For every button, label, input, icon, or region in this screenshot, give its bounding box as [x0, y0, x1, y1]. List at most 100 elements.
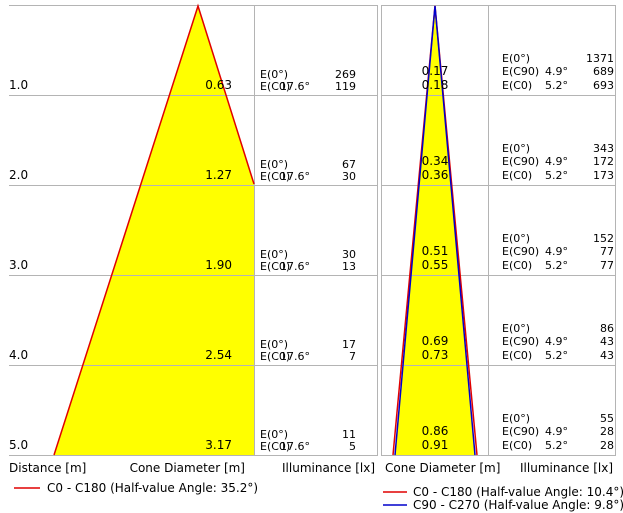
e-center-value: 343 — [593, 142, 614, 155]
e-center-label: E(0°) — [260, 338, 288, 351]
e-c90-label: E(C90) — [502, 65, 539, 78]
e-c90-label: E(C90) — [502, 245, 539, 258]
e-c0-label: E(C0) — [260, 440, 290, 453]
right-illuminance-header: Illuminance [lx] — [520, 461, 613, 475]
e-c90-label: E(C90) — [502, 335, 539, 348]
e-c90-angle: 4.9° — [545, 65, 568, 78]
e-c0-angle: 5.2° — [545, 349, 568, 362]
distance-label: 4.0 — [9, 348, 28, 362]
left-grid — [9, 5, 378, 456]
cone-diameter-c90-label: 0.86 — [422, 424, 449, 438]
e-c90-label: E(C90) — [502, 155, 539, 168]
legend-label-c0: C0 - C180 (Half-value Angle: 35.2°) — [47, 481, 258, 495]
e-center-value: 152 — [593, 232, 614, 245]
e-center-value: 11 — [342, 428, 356, 441]
cone-diameter-c90-label: 0.17 — [422, 64, 449, 78]
e-c0-angle: 5.2° — [545, 259, 568, 272]
e-c0-angle: 5.2° — [545, 79, 568, 92]
distance-label: 1.0 — [9, 78, 28, 92]
cone-diameter-c90-label: 0.51 — [422, 244, 449, 258]
cone-diameter-label: 1.90 — [205, 258, 232, 272]
e-center-label: E(0°) — [502, 322, 530, 335]
e-c0-label: E(C0) — [260, 80, 290, 93]
e-c0-value: 173 — [593, 169, 614, 182]
e-c90-value: 43 — [600, 335, 614, 348]
left-cone-fill — [54, 6, 254, 455]
e-c0-angle: 17.6° — [280, 80, 310, 93]
cone-diameter-c0-label: 0.91 — [422, 438, 449, 452]
e-c0-value: 7 — [349, 350, 356, 363]
e-c0-label: E(C0) — [260, 260, 290, 273]
e-c90-value: 28 — [600, 425, 614, 438]
e-center-label: E(0°) — [260, 158, 288, 171]
cone-diameter-label: 0.63 — [205, 78, 232, 92]
e-c0-label: E(C0) — [502, 79, 532, 92]
cone-diameter-c0-label: 0.73 — [422, 348, 449, 362]
e-center-value: 1371 — [586, 52, 614, 65]
e-center-label: E(0°) — [260, 68, 288, 81]
e-c90-angle: 4.9° — [545, 425, 568, 438]
e-center-value: 55 — [600, 412, 614, 425]
right-row-labels: 0.170.18 E(0°) 1371 E(C90) 4.9° 689 E(C0) 5.2° 6… — [422, 52, 614, 452]
right-cone-diameter-header: Cone Diameter [m] — [385, 461, 500, 475]
e-c90-angle: 4.9° — [545, 335, 568, 348]
e-c0-angle: 17.6° — [280, 170, 310, 183]
e-c0-label: E(C0) — [260, 170, 290, 183]
e-c0-label: E(C0) — [502, 439, 532, 452]
e-center-value: 30 — [342, 248, 356, 261]
e-center-label: E(0°) — [502, 52, 530, 65]
e-c0-value: 13 — [342, 260, 356, 273]
e-center-value: 269 — [335, 68, 356, 81]
e-c0-value: 693 — [593, 79, 614, 92]
e-center-label: E(0°) — [502, 232, 530, 245]
left-c0-beam-line — [53, 3, 255, 456]
e-c0-angle: 17.6° — [280, 350, 310, 363]
e-center-label: E(0°) — [260, 428, 288, 441]
right-grid — [381, 5, 616, 456]
e-c0-value: 77 — [600, 259, 614, 272]
e-center-value: 86 — [600, 322, 614, 335]
e-c0-angle: 17.6° — [280, 260, 310, 273]
e-c90-value: 77 — [600, 245, 614, 258]
left-illuminance-header: Illuminance [lx] — [282, 461, 375, 475]
e-c0-label: E(C0) — [502, 259, 532, 272]
e-c0-value: 119 — [335, 80, 356, 93]
distance-label: 2.0 — [9, 168, 28, 182]
e-c90-value: 172 — [593, 155, 614, 168]
distance-label: 5.0 — [9, 438, 28, 452]
e-c0-value: 28 — [600, 439, 614, 452]
e-center-label: E(0°) — [502, 142, 530, 155]
e-c0-label: E(C0) — [502, 169, 532, 182]
distance-label: 3.0 — [9, 258, 28, 272]
e-c0-value: 5 — [349, 440, 356, 453]
e-c0-angle: 17.6° — [280, 440, 310, 453]
e-c90-angle: 4.9° — [545, 245, 568, 258]
e-c0-angle: 5.2° — [545, 169, 568, 182]
e-c90-label: E(C90) — [502, 425, 539, 438]
legend-label-c90: C90 - C270 (Half-value Angle: 9.8°) — [413, 498, 623, 512]
left-legend: C0 - C180 (Half-value Angle: 35.2°) — [14, 481, 258, 495]
right-cone-panel: 0.170.18 E(0°) 1371 E(C90) 4.9° 689 E(C0) 5.2° 6… — [381, 5, 616, 456]
e-center-label: E(0°) — [260, 248, 288, 261]
legend-label-c0: C0 - C180 (Half-value Angle: 10.4°) — [413, 485, 623, 499]
e-c0-value: 30 — [342, 170, 356, 183]
e-c0-label: E(C0) — [260, 350, 290, 363]
cone-diameter-c90-label: 0.34 — [422, 154, 449, 168]
right-c90-beam-line — [394, 5, 476, 456]
e-c90-value: 689 — [593, 65, 614, 78]
cone-diameter-label: 2.54 — [205, 348, 232, 362]
e-c0-label: E(C0) — [502, 349, 532, 362]
right-legend: C0 - C180 (Half-value Angle: 10.4°) C90 … — [383, 485, 623, 512]
right-cone-fill — [395, 6, 475, 455]
cone-diameter-c0-label: 0.55 — [422, 258, 449, 272]
e-c90-angle: 4.9° — [545, 155, 568, 168]
e-c0-angle: 5.2° — [545, 439, 568, 452]
cone-diameter-c0-label: 0.18 — [422, 78, 449, 92]
left-cone-diameter-header: Cone Diameter [m] — [130, 461, 245, 475]
cone-diameter-label: 1.27 — [205, 168, 232, 182]
e-center-label: E(0°) — [502, 412, 530, 425]
e-center-value: 17 — [342, 338, 356, 351]
